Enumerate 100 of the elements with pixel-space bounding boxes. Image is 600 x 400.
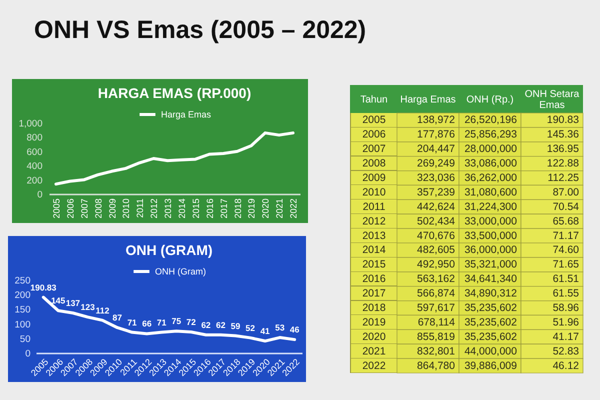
data-label: 51.96 xyxy=(552,316,580,328)
data-label: 33,500,000 xyxy=(464,230,518,242)
data-label: 62 xyxy=(216,320,226,330)
y-tick-label: 2008 xyxy=(362,158,386,170)
data-label: 204,447 xyxy=(417,143,456,156)
x-tick-label: 2011 xyxy=(135,198,146,218)
data-label: 269,249 xyxy=(417,158,456,170)
data-label: 61.51 xyxy=(552,273,580,286)
y-tick-label: 2005 xyxy=(362,114,386,126)
data-label: 31,080,600 xyxy=(464,186,518,198)
y-tick-label: 2018 xyxy=(362,302,386,314)
data-label: 145.36 xyxy=(546,128,580,141)
x-tick-label: 2015 xyxy=(190,198,201,219)
data-label: 87.00 xyxy=(552,186,580,198)
data-label: 492,950 xyxy=(417,258,456,271)
line-series xyxy=(54,131,295,186)
y-tick-label: 0 xyxy=(37,190,42,200)
data-label: 28,000,000 xyxy=(464,143,518,156)
x-tick-label: 2005 xyxy=(51,198,62,219)
y-tick-label: 2006 xyxy=(362,128,386,141)
y-tick-label: 2014 xyxy=(362,244,386,256)
data-label: 35,235,602 xyxy=(464,330,518,343)
x-tick-label: 2021 xyxy=(274,198,285,219)
data-label: 52.83 xyxy=(552,345,580,358)
y-tick-label: 150 xyxy=(14,304,30,316)
x-tick-label: 2007 xyxy=(79,198,90,219)
data-label: 112 xyxy=(96,305,110,316)
data-label: 33,086,000 xyxy=(464,158,518,170)
data-label: 563,162 xyxy=(417,273,456,286)
x-tick-label: 2016 xyxy=(204,198,215,219)
chart-title: HARGA EMAS (RP.000) xyxy=(98,85,252,101)
y-tick-label: 2012 xyxy=(362,215,386,228)
data-label: 71 xyxy=(156,317,167,328)
data-label: 41 xyxy=(260,326,270,336)
y-tick-label: 2013 xyxy=(362,230,386,242)
data-label: 39,886,009 xyxy=(464,360,518,372)
data-label: 35,321,000 xyxy=(464,258,518,271)
data-label: 34,641,340 xyxy=(464,273,518,286)
x-tick-label: 2006 xyxy=(65,198,76,219)
y-tick-label: 2010 xyxy=(362,186,386,198)
y-tick-label: 2020 xyxy=(362,330,386,343)
data-label: 190.83 xyxy=(546,114,580,126)
y-tick-label: 2015 xyxy=(362,258,386,271)
y-tick-label: 2021 xyxy=(362,345,386,358)
data-label: 470,676 xyxy=(417,230,456,242)
data-label: 70.54 xyxy=(552,200,580,213)
data-label: 136.95 xyxy=(546,143,580,156)
data-label: 31,224,300 xyxy=(464,200,518,213)
y-tick-label: 800 xyxy=(26,132,42,144)
data-label: 190.83 xyxy=(30,282,57,292)
data-label: 53 xyxy=(275,322,285,333)
x-tick-label: 2012 xyxy=(149,198,160,219)
x-tick-label: 2019 xyxy=(246,198,257,219)
data-label: 75 xyxy=(172,316,182,326)
data-label: 71.65 xyxy=(552,258,580,271)
x-tick-label: 2014 xyxy=(176,198,187,219)
y-tick-label: 2009 xyxy=(362,172,386,184)
y-tick-label: 2017 xyxy=(362,288,386,300)
data-label: 61.55 xyxy=(552,288,580,300)
data-label: 123 xyxy=(80,302,96,312)
x-tick-label: 2010 xyxy=(121,198,132,219)
y-tick-label: 0 xyxy=(25,348,30,360)
x-tick-label: 2009 xyxy=(107,198,118,219)
data-label: 66 xyxy=(142,318,152,329)
data-label: 41.17 xyxy=(552,330,580,343)
x-tick-label: 2017 xyxy=(218,198,229,219)
data-label: 46.12 xyxy=(552,360,580,372)
data-label: 832,801 xyxy=(417,345,456,358)
y-tick-label: 2016 xyxy=(362,273,386,286)
x-tick-label: 2022 xyxy=(288,198,299,219)
data-label: 122.88 xyxy=(546,158,580,170)
data-label: 177,876 xyxy=(417,128,456,141)
data-label: 71.17 xyxy=(552,230,580,242)
y-tick-label: 2019 xyxy=(362,316,386,328)
data-label: 35,235,602 xyxy=(464,316,518,328)
data-label: 34,890,312 xyxy=(464,288,518,300)
y-axis-title: Tahun xyxy=(360,94,388,106)
x-tick-label: 2008 xyxy=(93,198,104,219)
text: ONH VS Emas (2005 – 2022) xyxy=(34,15,366,46)
data-label: 44,000,000 xyxy=(464,345,518,358)
data-label: 26,520,196 xyxy=(464,114,518,126)
data-label: 35,235,602 xyxy=(464,302,518,314)
data-label: 597,617 xyxy=(417,302,456,314)
data-label: 112.25 xyxy=(548,172,580,184)
data-label: 59 xyxy=(230,320,240,331)
data-label: 855,819 xyxy=(417,330,456,343)
y-tick-label: 600 xyxy=(26,146,42,158)
data-label: 87 xyxy=(112,312,122,323)
data-label: 442,624 xyxy=(417,200,456,213)
legend-label: Harga Emas xyxy=(161,110,212,120)
data-label: 138,972 xyxy=(417,114,456,126)
y-tick-label: 400 xyxy=(26,161,42,172)
data-label: 482,605 xyxy=(417,244,456,256)
data-label: 137 xyxy=(66,298,80,308)
x-tick-label: 2018 xyxy=(232,198,243,219)
data-label: 25,856,293 xyxy=(464,128,518,141)
chart-title: ONH (GRAM) xyxy=(125,242,213,258)
x-tick-label: Harga Emas xyxy=(400,94,456,106)
data-label: 33,000,000 xyxy=(464,215,518,228)
y-tick-label: 250 xyxy=(14,276,30,286)
